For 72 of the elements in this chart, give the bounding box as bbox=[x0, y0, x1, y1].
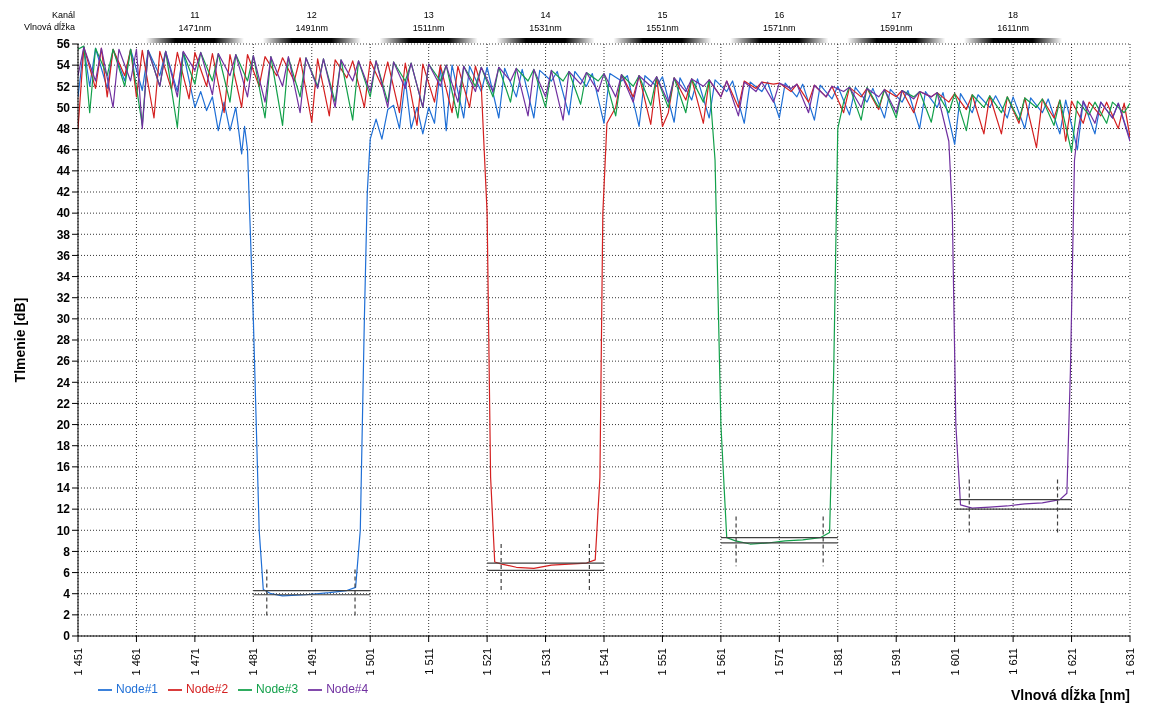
y-tick-label: 18 bbox=[56, 438, 71, 453]
y-tick-label: 32 bbox=[56, 290, 71, 305]
text: 1571nm bbox=[763, 23, 796, 33]
text: 1531nm bbox=[529, 23, 562, 33]
x-tick-label: 1 561 bbox=[714, 648, 727, 676]
legend-label: Node#3 bbox=[256, 682, 299, 696]
x-tick-label: 1 511 bbox=[422, 648, 435, 675]
y-tick-label: 36 bbox=[56, 248, 71, 263]
y-tick-label: 24 bbox=[56, 375, 71, 390]
x-tick-label: 1 531 bbox=[539, 648, 552, 676]
y-axis-title: Tlmenie [dB] bbox=[12, 297, 28, 383]
y-tick-label: 50 bbox=[56, 100, 71, 115]
x-tick-label: 1 571 bbox=[773, 648, 786, 676]
text: 12 bbox=[306, 10, 317, 20]
text: 1551nm bbox=[646, 23, 679, 33]
legend-label: Node#1 bbox=[116, 682, 159, 696]
y-tick-label: 28 bbox=[56, 333, 71, 348]
y-tick-label: 14 bbox=[56, 481, 71, 496]
x-tick-label: 1 581 bbox=[831, 648, 844, 676]
y-tick-label: 52 bbox=[56, 79, 71, 94]
x-tick-label: 1 631 bbox=[1124, 648, 1136, 676]
x-tick-label: 1 611 bbox=[1007, 648, 1020, 675]
y-tick-label: 22 bbox=[56, 396, 71, 411]
x-tick-label: 1 481 bbox=[247, 648, 260, 676]
y-tick-label: 30 bbox=[56, 312, 71, 327]
text: 1471nm bbox=[178, 23, 212, 33]
y-tick-label: 44 bbox=[56, 164, 71, 179]
y-tick-label: 46 bbox=[56, 142, 71, 157]
y-tick-label: 4 bbox=[63, 586, 71, 601]
x-tick-label: 1 541 bbox=[598, 648, 610, 676]
x-tick-label: 1 501 bbox=[364, 648, 377, 676]
x-tick-label: 1 621 bbox=[1065, 648, 1078, 676]
y-tick-label: 56 bbox=[56, 37, 71, 52]
y-tick-label: 34 bbox=[56, 269, 71, 284]
text: 1511nm bbox=[412, 23, 445, 33]
text: 15 bbox=[657, 10, 668, 20]
y-tick-label: 12 bbox=[56, 502, 71, 517]
legend-label: Node#4 bbox=[326, 682, 369, 696]
y-tick-label: 0 bbox=[63, 629, 71, 644]
y-tick-label: 48 bbox=[56, 121, 71, 136]
y-tick-label: 40 bbox=[56, 206, 71, 221]
x-axis-title: Vlnová dĺžka [nm] bbox=[1010, 686, 1130, 703]
x-tick-label: 1 491 bbox=[305, 648, 318, 676]
text: 1611nm bbox=[997, 23, 1030, 33]
y-tick-label: 10 bbox=[56, 523, 71, 538]
legend-label: Node#2 bbox=[186, 682, 229, 696]
text: 1591nm bbox=[879, 23, 913, 33]
text: 1491nm bbox=[295, 23, 329, 33]
x-tick-label: 1 451 bbox=[72, 648, 84, 676]
y-tick-label: 26 bbox=[56, 354, 71, 369]
y-tick-label: 8 bbox=[63, 544, 71, 559]
text: Vlnová dĺžka bbox=[23, 21, 75, 32]
text: Kanál bbox=[51, 10, 75, 20]
x-tick-label: 1 551 bbox=[656, 648, 669, 676]
text: 11 bbox=[190, 10, 200, 20]
y-tick-label: 38 bbox=[56, 227, 71, 242]
text: 16 bbox=[774, 10, 785, 20]
y-tick-label: 20 bbox=[56, 417, 71, 432]
text: 14 bbox=[540, 10, 551, 20]
x-tick-label: 1 591 bbox=[890, 648, 903, 676]
y-tick-label: 2 bbox=[63, 608, 71, 623]
x-tick-label: 1 471 bbox=[188, 648, 201, 676]
text: 13 bbox=[423, 10, 434, 20]
text: 17 bbox=[891, 10, 902, 20]
y-tick-label: 16 bbox=[56, 460, 71, 475]
x-tick-label: 1 601 bbox=[948, 648, 961, 676]
y-tick-label: 6 bbox=[63, 565, 71, 580]
y-tick-label: 54 bbox=[56, 58, 71, 73]
x-tick-label: 1 521 bbox=[481, 648, 494, 676]
y-tick-label: 42 bbox=[56, 185, 71, 200]
text: 18 bbox=[1008, 10, 1019, 20]
x-tick-label: 1 461 bbox=[130, 648, 143, 676]
